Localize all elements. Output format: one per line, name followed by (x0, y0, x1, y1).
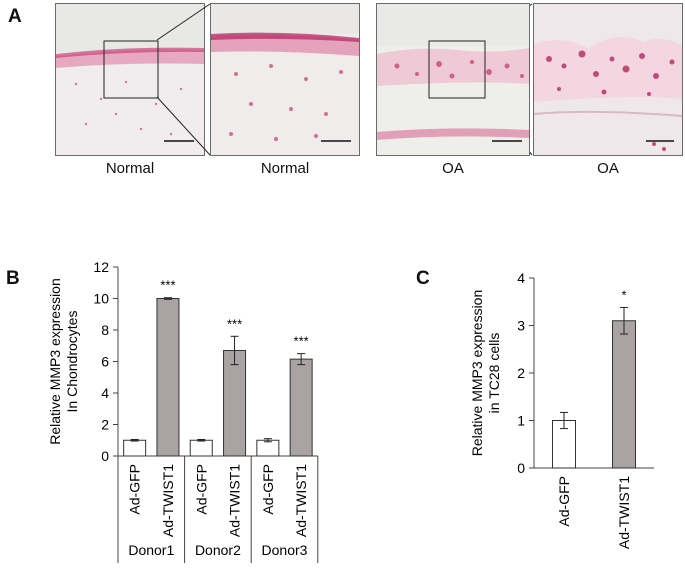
panel-c-letter: C (416, 268, 430, 289)
y-tick-label: 1 (517, 413, 525, 429)
bar (189, 439, 213, 457)
y-tick-label: 3 (517, 318, 525, 334)
panel-b-letter: B (6, 268, 20, 289)
y-tick-label: 10 (93, 291, 109, 307)
y-axis-label: Relative MMP3 expression (469, 290, 485, 457)
y-axis-label: in TC28 cells (486, 333, 502, 414)
y-tick-label: 0 (517, 460, 525, 476)
y-tick-label: 2 (101, 417, 109, 433)
y-axis-label: In Chondrocytes (64, 311, 80, 413)
category-label: Ad-GFP (193, 464, 209, 515)
caption-oa-zoom: OA (597, 160, 619, 177)
caption-normal-zoom: Normal (260, 160, 310, 177)
category-label: Ad-GFP (556, 476, 572, 527)
significance-marker: * (621, 287, 626, 302)
chart-c: Relative MMP3 expression in TC28 cells 0 1 2… (469, 270, 654, 549)
panel-a-letter: A (8, 6, 22, 27)
group-label: Donor1 (128, 542, 174, 558)
bar (612, 320, 636, 469)
micrograph-normal-zoom (210, 3, 360, 156)
bar (256, 439, 280, 457)
bar (156, 298, 180, 457)
caption-oa-overview: OA (442, 160, 464, 177)
y-tick-label: 12 (93, 259, 109, 275)
caption-normal-overview: Normal (105, 160, 155, 177)
y-tick-label: 4 (101, 385, 109, 401)
micrograph-oa-overview (376, 3, 530, 156)
group-label: Donor2 (195, 542, 241, 558)
bar (123, 439, 147, 457)
y-axis-label: Relative MMP3 expression (47, 278, 63, 445)
category-label: Ad-GFP (260, 464, 276, 515)
y-tick-label: 2 (517, 365, 525, 381)
group-label: Donor3 (262, 542, 308, 558)
y-tick-label: 6 (101, 354, 109, 370)
micrograph-normal-overview (55, 3, 205, 156)
significance-marker: *** (160, 278, 175, 293)
micrograph-oa-zoom (533, 3, 683, 156)
chart-b: Relative MMP3 expression In Chondrocytes 0… (47, 259, 319, 563)
y-tick-label: 4 (517, 270, 525, 286)
category-label: Ad-TWIST1 (293, 464, 309, 537)
y-tick-label: 8 (101, 322, 109, 338)
bar (289, 358, 313, 457)
bar (223, 349, 247, 457)
category-label: Ad-GFP (127, 464, 143, 515)
significance-marker: *** (227, 316, 242, 331)
significance-marker: *** (294, 334, 309, 349)
category-label: Ad-TWIST1 (160, 464, 176, 537)
category-label: Ad-TWIST1 (616, 476, 632, 549)
y-tick-label: 0 (101, 448, 109, 464)
category-label: Ad-TWIST1 (227, 464, 243, 537)
